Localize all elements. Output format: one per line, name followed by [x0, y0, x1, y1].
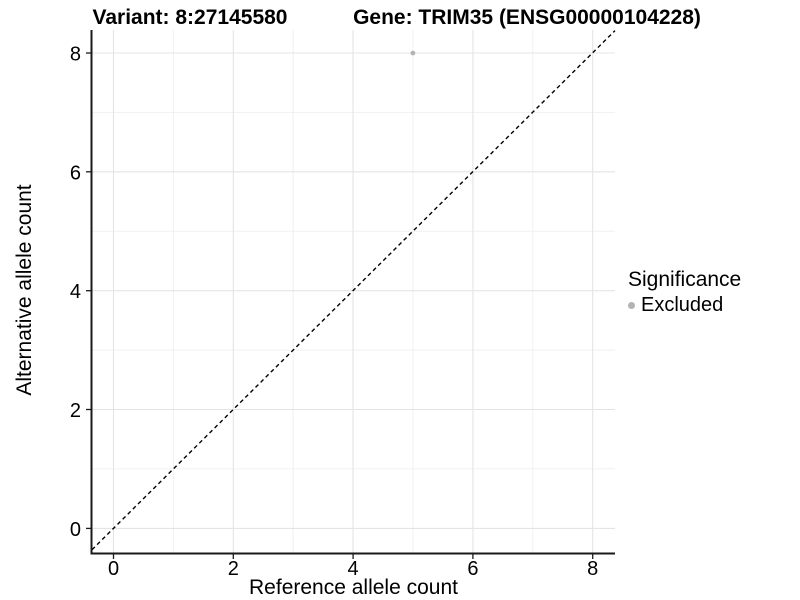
excluded-point-icon [628, 302, 635, 309]
y-axis-title: Alternative allele count [13, 184, 36, 396]
identity-reference-line [91, 30, 616, 551]
legend-item-label: Excluded [641, 294, 724, 316]
legend-title: Significance [628, 268, 742, 291]
x-axis-title: Reference allele count [249, 576, 458, 599]
x-tick-label: 4 [348, 558, 359, 580]
y-tick-label: 8 [70, 44, 81, 66]
variant-title: Variant: 8:27145580 [92, 6, 288, 29]
y-tick-label: 4 [70, 281, 81, 303]
x-tick-label: 6 [467, 558, 478, 580]
legend: Significance Excluded [628, 269, 741, 316]
x-tick-marks [112, 554, 594, 559]
y-tick-label: 0 [70, 519, 81, 541]
x-tick-label: 8 [587, 558, 598, 580]
x-tick-label: 2 [228, 558, 239, 580]
axis-lines [90, 30, 615, 555]
legend-item-excluded: Excluded [628, 295, 741, 316]
y-tick-label: 6 [70, 162, 81, 184]
data-point-excluded [410, 50, 416, 56]
major-gridlines-vertical [112, 30, 594, 554]
x-tick-label: 0 [108, 558, 119, 580]
y-tick-labels: 0 2 4 6 8 [70, 44, 81, 541]
y-tick-marks [86, 52, 91, 530]
minor-gridlines-vertical [172, 30, 534, 554]
gene-title: Gene: TRIM35 (ENSG00000104228) [353, 6, 701, 29]
x-tick-labels: 0 2 4 6 8 [108, 558, 598, 580]
y-tick-label: 2 [70, 400, 81, 422]
